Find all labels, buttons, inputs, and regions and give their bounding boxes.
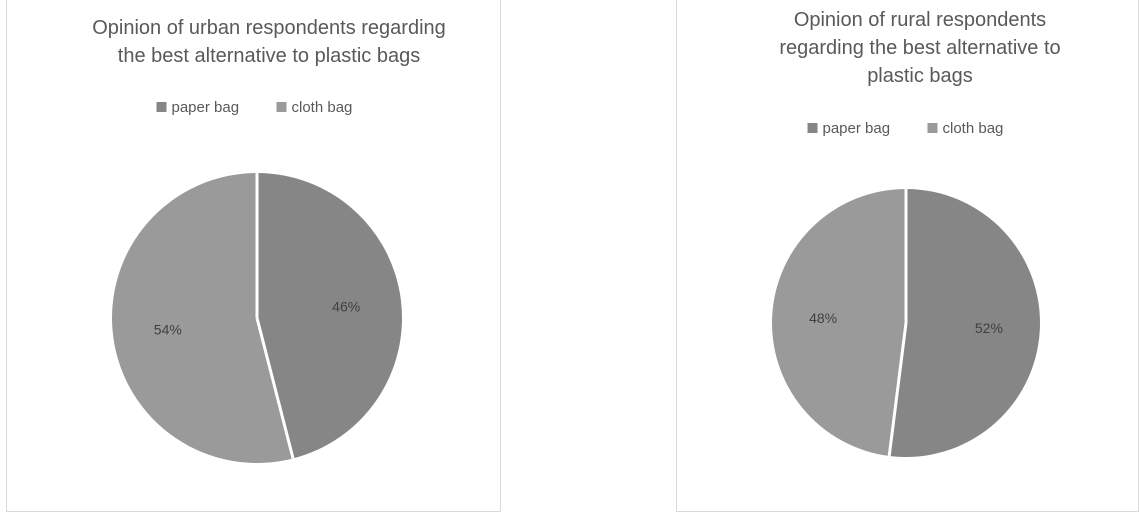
legend-swatch-paper-bag — [807, 123, 818, 133]
pie-slice-paper-bag — [889, 189, 1040, 457]
slice-separator — [887, 322, 908, 457]
pie-slice-cloth-bag — [772, 189, 906, 456]
legend-label: paper bag — [172, 99, 240, 116]
chart-title-line: regarding the best alternative to — [779, 37, 1060, 59]
pie-data-label: 48% — [809, 310, 837, 326]
chart-title-line: plastic bags — [867, 65, 973, 87]
slice-separator — [255, 317, 295, 459]
legend-label: paper bag — [823, 120, 891, 137]
legend-label: cloth bag — [943, 120, 1004, 137]
pie-slice-cloth-bag — [111, 172, 294, 464]
pie-data-label: 46% — [332, 299, 360, 315]
urban-chart-panel: Opinion of urban respondents regarding th… — [6, 0, 501, 512]
pie-data-label: 54% — [154, 321, 182, 337]
rural-chart-panel: Opinion of rural respondents regarding th… — [676, 0, 1139, 512]
chart-title-line: Opinion of rural respondents — [794, 9, 1046, 31]
chart-title-line: Opinion of urban respondents regarding — [92, 17, 446, 39]
legend-swatch-cloth-bag — [927, 123, 938, 133]
pie-slice-paper-bag — [257, 173, 402, 459]
legend-swatch-cloth-bag — [276, 102, 287, 112]
pie-data-label: 52% — [975, 320, 1003, 336]
legend-label: cloth bag — [292, 99, 353, 116]
legend-swatch-paper-bag — [156, 102, 167, 112]
chart-title-line: the best alternative to plastic bags — [118, 45, 420, 67]
rural-pie-chart: Opinion of rural respondents regarding th… — [772, 9, 1061, 457]
urban-pie-chart: Opinion of urban respondents regarding th… — [92, 17, 446, 464]
